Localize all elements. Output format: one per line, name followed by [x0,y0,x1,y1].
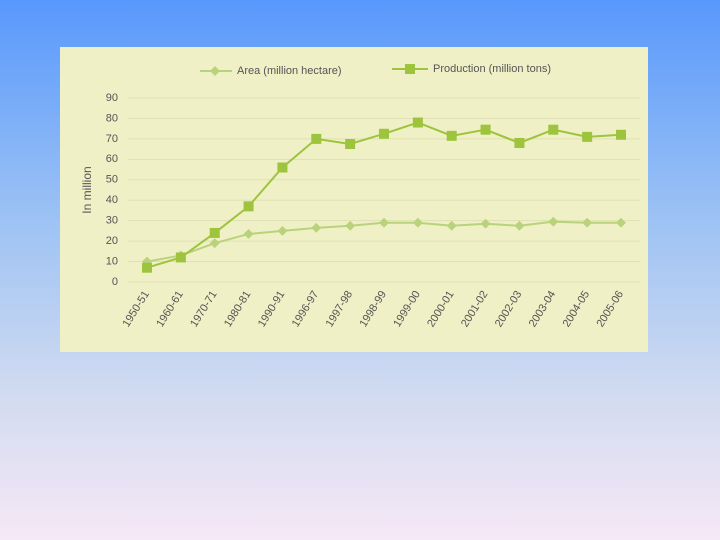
marker [616,217,626,228]
marker [311,133,322,144]
marker [582,217,593,228]
marker [175,252,186,263]
y-tick-label: 10 [106,255,118,267]
y-tick-label: 50 [106,174,118,186]
marker [480,218,491,229]
marker [616,129,626,140]
marker [311,222,322,233]
y-tick-label: 30 [106,215,118,227]
marker [514,220,525,231]
marker [582,131,593,142]
y-tick-label: 80 [106,112,118,124]
marker [379,217,389,228]
legend-label: Area (million hectare) [237,65,342,77]
marker [345,139,356,149]
legend-label: Production (million tons) [433,63,551,75]
y-tick-label: 60 [106,153,118,165]
marker [379,128,389,139]
marker [209,227,220,238]
marker [412,217,423,228]
y-tick-label: 40 [106,194,118,206]
marker [412,117,423,128]
y-axis-label: In million [80,166,94,213]
marker [209,238,220,249]
marker [548,216,559,227]
legend: Area (million hectare) Production (milli… [200,63,551,77]
marker [446,220,457,231]
marker [277,162,288,173]
chart-panel [60,47,648,352]
legend-marker [405,64,415,74]
y-tick-label: 90 [106,92,118,104]
legend-marker [210,66,220,76]
y-tick-label: 20 [106,235,118,247]
marker [446,130,457,141]
marker [480,124,491,135]
marker [243,201,254,212]
marker [277,225,288,236]
marker [345,220,356,231]
marker [548,124,559,135]
marker [142,262,152,273]
y-tick-label: 0 [112,276,118,288]
marker [514,137,525,148]
marker [243,229,254,239]
y-tick-label: 70 [106,133,118,145]
